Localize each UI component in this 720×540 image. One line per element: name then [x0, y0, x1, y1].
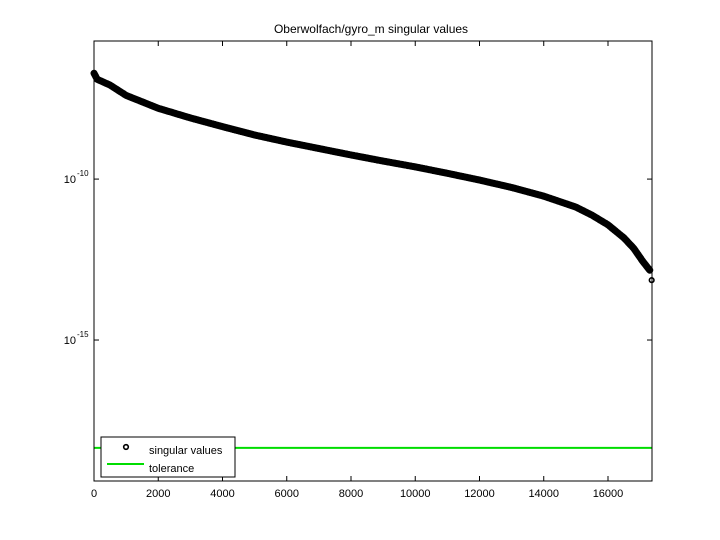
x-tick-label: 0: [91, 488, 97, 500]
legend-box: [100, 436, 236, 478]
y-tick-label: 10: [64, 335, 76, 347]
chart-title: Oberwolfach/gyro_m singular values: [274, 22, 468, 36]
x-tick-label: 2000: [146, 488, 170, 500]
legend-label-tolerance: tolerance: [149, 463, 194, 475]
circle-marker-icon: [122, 443, 130, 451]
y-tick-label: 10: [64, 174, 76, 186]
x-tick-label: 14000: [528, 488, 559, 500]
y-tick-exponent: -10: [77, 169, 89, 178]
x-tick-label: 16000: [593, 488, 624, 500]
x-axis: 0 2000 4000 6000 8000 10000 12000 14000 16000: [91, 41, 623, 500]
x-tick-label: 10000: [400, 488, 431, 500]
singular-values-curve: [90, 69, 654, 274]
x-tick-label: 6000: [275, 488, 299, 500]
x-tick-label: 8000: [339, 488, 363, 500]
plot-area: [90, 69, 655, 449]
x-tick-label: 4000: [210, 488, 234, 500]
legend: singular values tolerance: [100, 436, 236, 478]
legend-label-singular-values: singular values: [149, 445, 223, 457]
axes-frame: [93, 40, 653, 482]
y-tick-exponent: -15: [77, 330, 89, 339]
x-tick-label: 12000: [464, 488, 495, 500]
